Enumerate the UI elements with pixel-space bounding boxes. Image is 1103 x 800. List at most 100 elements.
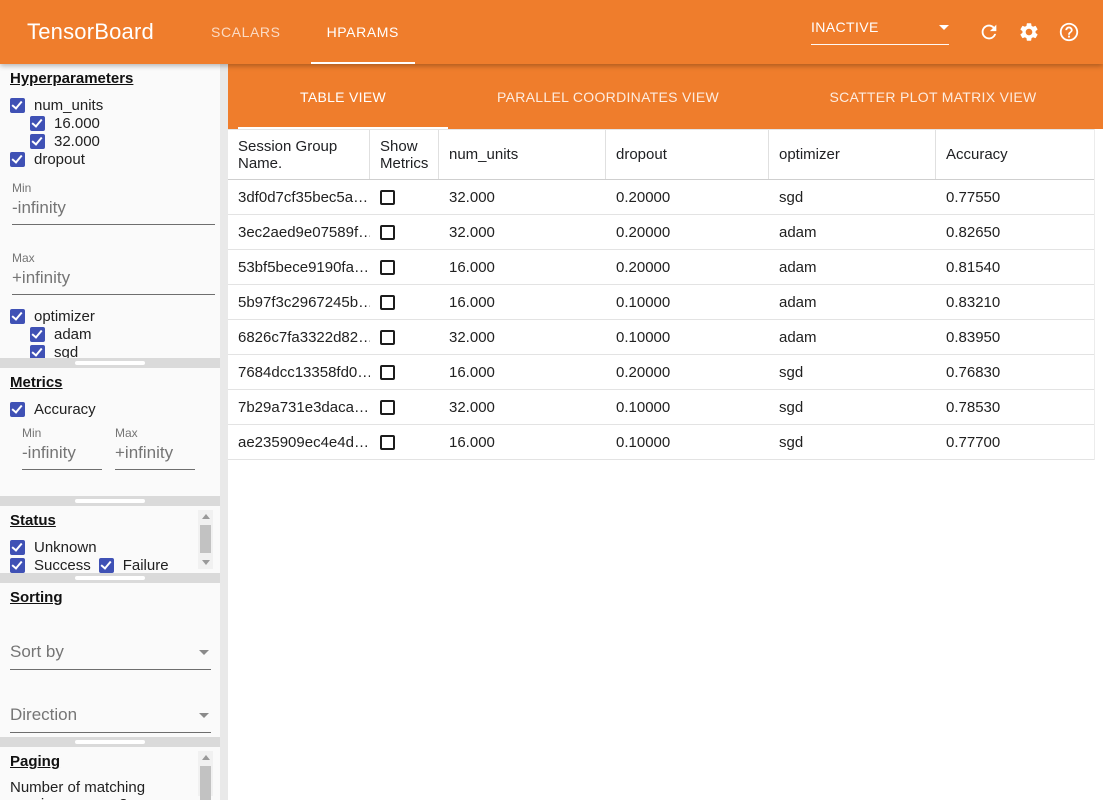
metric-accuracy: Accuracy bbox=[10, 400, 220, 418]
hparam-num-units-value: 16.000 bbox=[30, 114, 220, 132]
tab-scalars[interactable]: SCALARS bbox=[211, 24, 281, 40]
status-scrollbar[interactable] bbox=[198, 510, 213, 569]
refresh-icon bbox=[981, 24, 997, 40]
status-success-checkbox[interactable] bbox=[10, 557, 25, 573]
accuracy-value: 0.82650 bbox=[946, 223, 1001, 241]
session-group-name: 7684dcc13358fd0… bbox=[238, 363, 370, 381]
max-label: Max bbox=[115, 426, 138, 440]
show-metrics-checkbox[interactable] bbox=[380, 329, 395, 345]
refresh-button[interactable] bbox=[978, 21, 1000, 43]
tab-scatter-plot-matrix-view[interactable]: SCATTER PLOT MATRIX VIEW bbox=[829, 88, 1037, 105]
accuracy-min-field: Min -infinity bbox=[22, 426, 102, 470]
show-metrics-checkbox[interactable] bbox=[380, 434, 395, 450]
status-unknown-checkbox[interactable] bbox=[10, 539, 25, 555]
main-content: TABLE VIEW PARALLEL COORDINATES VIEW SCA… bbox=[228, 64, 1103, 800]
session-group-name: 7b29a731e3daca… bbox=[238, 398, 369, 416]
section-resize-handle[interactable] bbox=[0, 737, 220, 747]
max-label: Max bbox=[12, 251, 35, 265]
col-accuracy[interactable]: Accuracy bbox=[946, 146, 1008, 163]
accuracy-checkbox[interactable] bbox=[10, 401, 25, 417]
status-dropdown-value: INACTIVE bbox=[811, 19, 879, 35]
optimizer-sgd-checkbox[interactable] bbox=[30, 344, 45, 358]
dropout-checkbox[interactable] bbox=[10, 151, 25, 167]
session-group-name: 3ec2aed9e07589f… bbox=[238, 223, 370, 241]
table-row: 3ec2aed9e07589f… 32.000 0.20000 adam 0.8… bbox=[228, 215, 1094, 250]
help-button[interactable] bbox=[1058, 21, 1080, 43]
status-dropdown[interactable]: INACTIVE bbox=[811, 19, 949, 45]
optimizer-adam-checkbox[interactable] bbox=[30, 326, 45, 342]
num-units-checkbox[interactable] bbox=[10, 97, 25, 113]
accuracy-value: 0.81540 bbox=[946, 258, 1001, 276]
table-row: 53bf5bece9190fa… 16.000 0.20000 adam 0.8… bbox=[228, 250, 1094, 285]
show-metrics-checkbox[interactable] bbox=[380, 294, 395, 310]
optimizer-adam-label: adam bbox=[54, 325, 92, 343]
accuracy-value: 0.77550 bbox=[946, 188, 1001, 206]
sort-by-value: Sort by bbox=[10, 642, 64, 661]
show-metrics-checkbox[interactable] bbox=[380, 189, 395, 205]
optimizer-value: adam bbox=[779, 328, 817, 346]
tab-hparams[interactable]: HPARAMS bbox=[310, 0, 415, 64]
section-resize-handle[interactable] bbox=[0, 358, 220, 368]
table-row: 7684dcc13358fd0… 16.000 0.20000 sgd 0.76… bbox=[228, 355, 1094, 390]
col-optimizer[interactable]: optimizer bbox=[769, 130, 936, 179]
direction-select[interactable]: Direction bbox=[10, 705, 211, 733]
num-units-value: 16.000 bbox=[449, 363, 495, 381]
accuracy-max-field: Max +infinity bbox=[115, 426, 195, 470]
table-row: 6826c7fa3322d82… 32.000 0.10000 adam 0.8… bbox=[228, 320, 1094, 355]
show-metrics-checkbox[interactable] bbox=[380, 259, 395, 275]
table-row: 3df0d7cf35bec5a… 32.000 0.20000 sgd 0.77… bbox=[228, 180, 1094, 215]
sort-by-select[interactable]: Sort by bbox=[10, 642, 211, 670]
dropout-value: 0.10000 bbox=[616, 398, 671, 416]
col-num-units[interactable]: num_units bbox=[439, 130, 606, 179]
gear-icon bbox=[1020, 23, 1038, 41]
paging-scrollbar[interactable] bbox=[198, 751, 213, 800]
status-failure-checkbox[interactable] bbox=[98, 557, 114, 573]
status-failure: Failure bbox=[98, 556, 169, 573]
tab-parallel-coordinates-view[interactable]: PARALLEL COORDINATES VIEW bbox=[497, 88, 719, 105]
show-metrics-checkbox[interactable] bbox=[380, 224, 395, 240]
dropout-value: 0.10000 bbox=[616, 328, 671, 346]
tab-table-view[interactable]: TABLE VIEW bbox=[238, 64, 448, 129]
col-session-group-name[interactable]: Session Group Name. bbox=[228, 130, 370, 179]
table-header: Session Group Name. Show Metrics num_uni… bbox=[228, 129, 1094, 180]
hparam-optimizer: optimizer bbox=[10, 307, 220, 325]
settings-button[interactable] bbox=[1018, 21, 1040, 43]
status-heading: Status bbox=[10, 512, 56, 529]
app-header: TensorBoard SCALARS HPARAMS INACTIVE bbox=[0, 0, 1103, 64]
accuracy-max-input[interactable]: +infinity bbox=[115, 440, 195, 470]
accuracy-value: 0.76830 bbox=[946, 363, 1001, 381]
hyperparameters-section: Hyperparameters num_units 16.000 32.000 … bbox=[0, 64, 220, 358]
min-label: Min bbox=[22, 426, 42, 440]
num-units-16-checkbox[interactable] bbox=[30, 115, 45, 131]
table-row: 5b97f3c2967245b… 16.000 0.10000 adam 0.8… bbox=[228, 285, 1094, 320]
num-units-value: 16.000 bbox=[449, 258, 495, 276]
scroll-up-icon bbox=[198, 510, 213, 523]
col-show-metrics[interactable]: Show Metrics bbox=[370, 130, 439, 179]
sidebar: Hyperparameters num_units 16.000 32.000 … bbox=[0, 64, 228, 800]
accuracy-min-input[interactable]: -infinity bbox=[22, 440, 102, 470]
session-groups-table: Session Group Name. Show Metrics num_uni… bbox=[228, 129, 1095, 460]
show-metrics-checkbox[interactable] bbox=[380, 364, 395, 380]
scroll-up-icon bbox=[198, 751, 213, 764]
section-resize-handle[interactable] bbox=[0, 573, 220, 583]
col-dropout[interactable]: dropout bbox=[606, 130, 769, 179]
chevron-down-icon bbox=[939, 24, 949, 30]
min-label: Min bbox=[12, 181, 32, 195]
status-success: Success bbox=[10, 556, 91, 573]
session-group-name: 6826c7fa3322d82… bbox=[238, 328, 370, 346]
direction-value: Direction bbox=[10, 705, 78, 724]
hparam-num-units: num_units bbox=[10, 96, 220, 114]
dropout-value: 0.20000 bbox=[616, 223, 671, 241]
scroll-down-icon bbox=[198, 556, 213, 569]
num-units-value: 32.000 bbox=[449, 328, 495, 346]
dropout-max-input[interactable]: +infinity bbox=[12, 265, 215, 295]
hparam-optimizer-value: sgd bbox=[30, 343, 220, 358]
optimizer-checkbox[interactable] bbox=[10, 308, 25, 324]
num-units-32-checkbox[interactable] bbox=[30, 133, 45, 149]
section-resize-handle[interactable] bbox=[0, 496, 220, 506]
show-metrics-checkbox[interactable] bbox=[380, 399, 395, 415]
hparam-optimizer-value: adam bbox=[30, 325, 220, 343]
help-icon bbox=[1059, 22, 1079, 42]
dropout-min-input[interactable]: -infinity bbox=[12, 195, 215, 225]
paging-heading: Paging bbox=[10, 753, 61, 770]
